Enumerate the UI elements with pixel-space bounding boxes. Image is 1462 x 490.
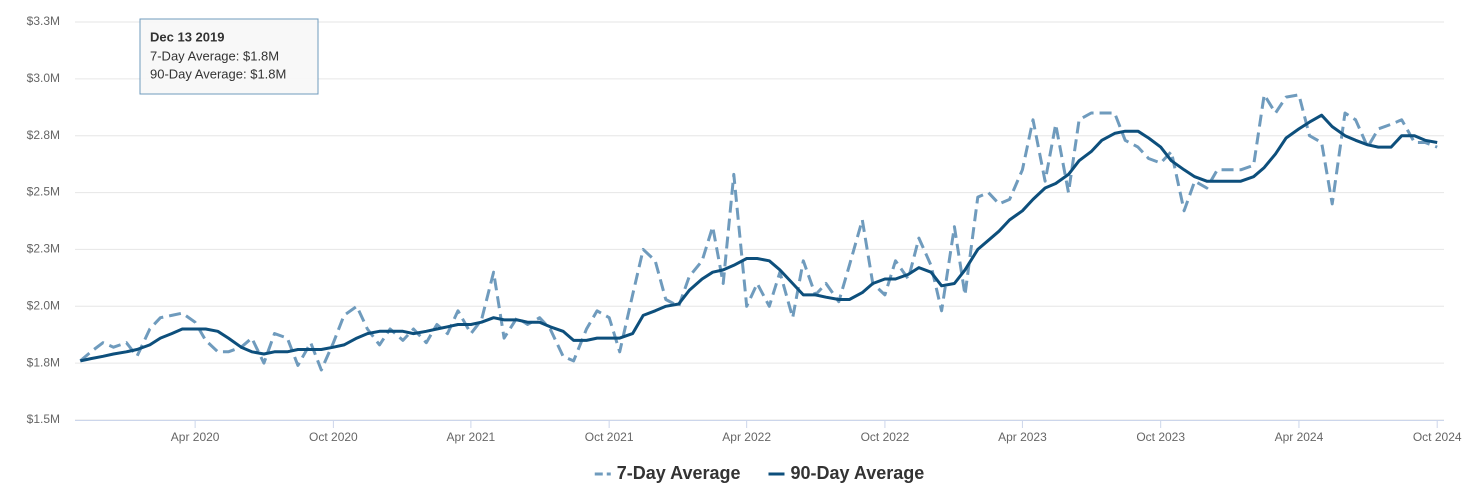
y-tick-label: $2.3M — [27, 242, 60, 256]
legend-label: 90-Day Average — [790, 463, 924, 483]
y-tick-label: $1.8M — [27, 355, 60, 369]
y-tick-label: $3.3M — [27, 14, 60, 28]
legend-label: 7-Day Average — [617, 463, 741, 483]
y-tick-label: $3.0M — [27, 71, 60, 85]
x-tick-label: Apr 2020 — [171, 430, 220, 444]
y-tick-label: $2.5M — [27, 185, 60, 199]
y-tick-label: $1.5M — [27, 412, 60, 426]
legend-item[interactable]: 90-Day Average — [768, 463, 924, 483]
series-line — [79, 113, 1438, 363]
x-tick-label: Oct 2022 — [861, 430, 910, 444]
legend-item[interactable]: 7-Day Average — [594, 463, 741, 483]
x-tick-label: Oct 2024 — [1413, 430, 1462, 444]
x-tick-label: Oct 2021 — [585, 430, 634, 444]
x-tick-label: Oct 2023 — [1136, 430, 1185, 444]
tooltip: Dec 13 2019 7-Day Average: $1.8M 90-Day … — [139, 18, 319, 95]
x-tick-label: Apr 2021 — [447, 430, 496, 444]
x-tick-label: Apr 2023 — [998, 430, 1047, 444]
tooltip-line: 90-Day Average: $1.8M — [150, 66, 286, 81]
x-tick-label: Oct 2020 — [309, 430, 358, 444]
x-tick-label: Apr 2022 — [722, 430, 771, 444]
tooltip-title: Dec 13 2019 — [150, 29, 224, 44]
tooltip-box — [139, 18, 319, 95]
legend: 7-Day Average 90-Day Average — [594, 463, 924, 483]
x-tick-label: Apr 2024 — [1275, 430, 1324, 444]
y-tick-label: $2.8M — [27, 128, 60, 142]
tooltip-line: 7-Day Average: $1.8M — [150, 48, 279, 63]
plot-area: $1.5M $1.8M $2.0M $2.3M $2.5M $2.8M $3.0M $3.3M… — [27, 14, 1462, 444]
y-tick-label: $2.0M — [27, 298, 60, 312]
